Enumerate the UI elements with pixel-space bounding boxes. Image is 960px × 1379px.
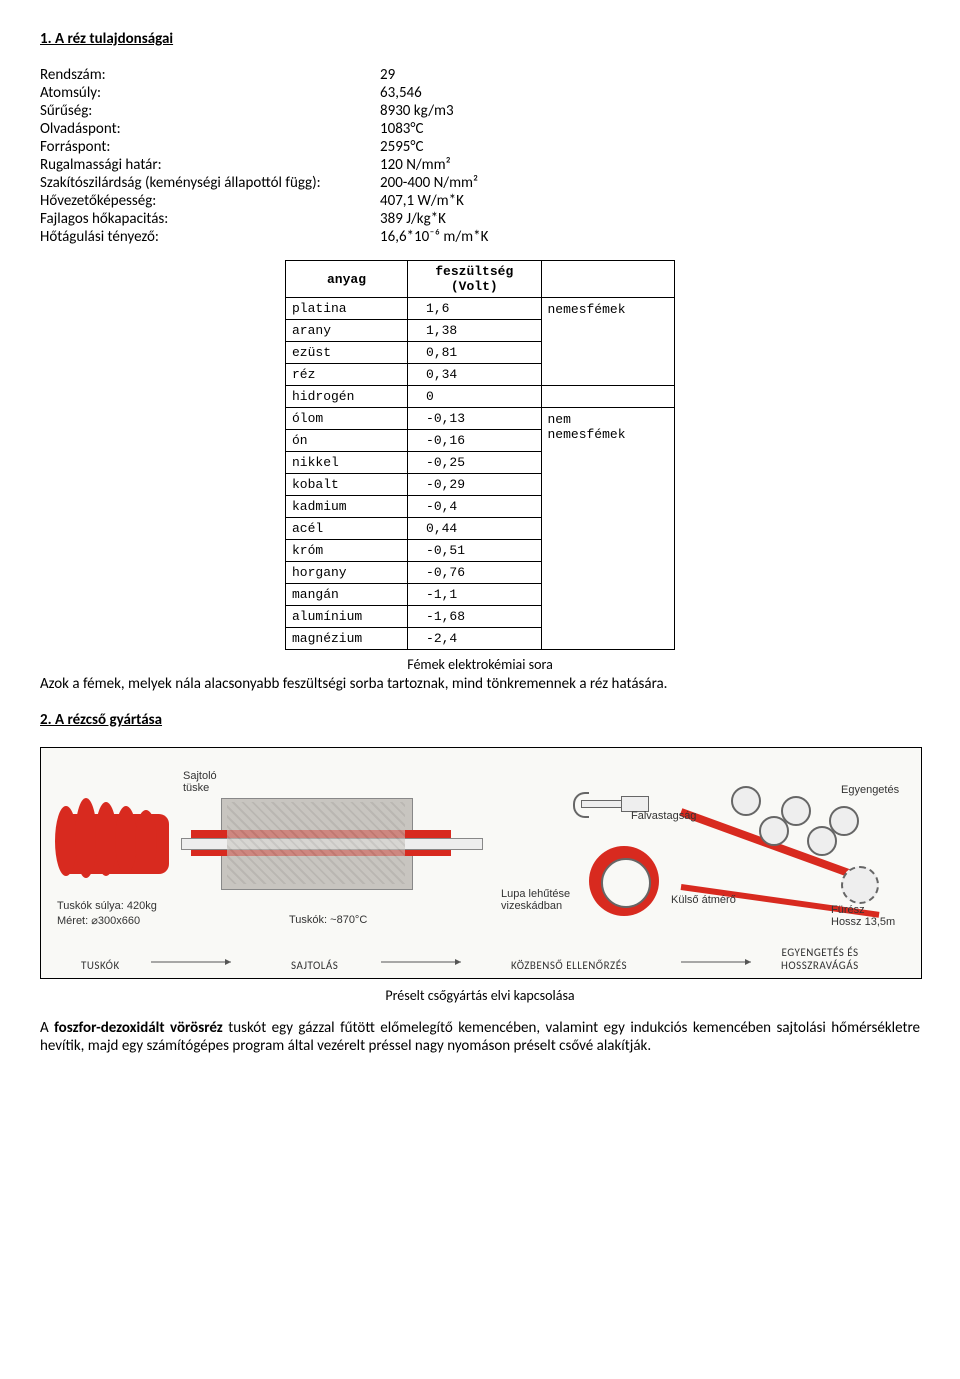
property-value: 389 J/kg*K	[380, 210, 446, 228]
material-cell: kobalt	[286, 474, 408, 496]
section1-title: 1. A réz tulajdonságai	[40, 30, 920, 48]
voltage-cell: -0,51	[408, 540, 541, 562]
property-label: Szakítószilárdság (keménységi állapottól…	[40, 174, 380, 192]
material-cell: magnézium	[286, 628, 408, 650]
material-cell: nikkel	[286, 452, 408, 474]
material-cell: horgany	[286, 562, 408, 584]
group-cell: nem nemesfémek	[541, 408, 675, 650]
manufacturing-diagram: Sajtoló tüske Tuskók súlya: 420kg Méret:…	[40, 747, 922, 979]
material-cell: kadmium	[286, 496, 408, 518]
voltage-cell: -2,4	[408, 628, 541, 650]
material-cell: króm	[286, 540, 408, 562]
table-row: hidrogén0	[286, 386, 675, 408]
section2-title: 2. A rézcső gyártása	[40, 711, 920, 729]
property-row: Atomsúly:63,546	[40, 84, 920, 102]
property-row: Fajlagos hőkapacitás:389 J/kg*K	[40, 210, 920, 228]
property-label: Hőtágulási tényező:	[40, 228, 380, 246]
voltage-cell: 1,38	[408, 320, 541, 342]
property-row: Forráspont:2595°C	[40, 138, 920, 156]
table-row: ólom-0,13nem nemesfémek	[286, 408, 675, 430]
voltage-table: anyagfeszültség (Volt)platina1,6nemesfém…	[285, 260, 675, 650]
group-cell: nemesfémek	[541, 298, 675, 386]
property-row: Olvadáspont:1083°C	[40, 120, 920, 138]
voltage-cell: -0,25	[408, 452, 541, 474]
voltage-cell: -1,1	[408, 584, 541, 606]
property-value: 120 N/mm²	[380, 156, 451, 174]
property-value: 1083°C	[380, 120, 424, 138]
property-value: 2595°C	[380, 138, 424, 156]
property-row: Sűrűség:8930 kg/m3	[40, 102, 920, 120]
property-value: 63,546	[380, 84, 422, 102]
material-cell: ezüst	[286, 342, 408, 364]
group-cell	[541, 386, 675, 408]
properties-table: Rendszám:29Atomsúly:63,546Sűrűség:8930 k…	[40, 66, 920, 246]
voltage-table-note: Azok a fémek, melyek nála alacsonyabb fe…	[40, 675, 920, 693]
material-cell: ólom	[286, 408, 408, 430]
property-row: Hőtágulási tényező:16,6*10⁻⁶ m/m*K	[40, 228, 920, 246]
para-bold: foszfor-dezoxidált vörösréz	[54, 1019, 223, 1037]
property-value: 16,6*10⁻⁶ m/m*K	[380, 228, 488, 246]
voltage-table-wrap: anyagfeszültség (Volt)platina1,6nemesfém…	[285, 260, 675, 650]
table-row: platina1,6nemesfémek	[286, 298, 675, 320]
voltage-cell: 0,34	[408, 364, 541, 386]
table-header: feszültség (Volt)	[408, 261, 541, 298]
section2-paragraph: A foszfor-dezoxidált vörösréz tuskót egy…	[40, 1019, 920, 1055]
property-value: 8930 kg/m3	[380, 102, 454, 120]
material-cell: ón	[286, 430, 408, 452]
material-cell: réz	[286, 364, 408, 386]
voltage-cell: -0,4	[408, 496, 541, 518]
diagram-caption: Préselt csőgyártás elvi kapcsolása	[40, 987, 920, 1004]
para-prefix: A	[40, 1019, 54, 1037]
property-value: 29	[380, 66, 395, 84]
voltage-cell: -0,16	[408, 430, 541, 452]
property-label: Forráspont:	[40, 138, 380, 156]
property-label: Hővezetőképesség:	[40, 192, 380, 210]
material-cell: alumínium	[286, 606, 408, 628]
material-cell: hidrogén	[286, 386, 408, 408]
voltage-cell: 0,44	[408, 518, 541, 540]
voltage-cell: 0,81	[408, 342, 541, 364]
property-row: Rendszám:29	[40, 66, 920, 84]
property-row: Rugalmassági határ:120 N/mm²	[40, 156, 920, 174]
property-row: Szakítószilárdság (keménységi állapottól…	[40, 174, 920, 192]
voltage-cell: -0,76	[408, 562, 541, 584]
property-label: Fajlagos hőkapacitás:	[40, 210, 380, 228]
material-cell: acél	[286, 518, 408, 540]
stage-arrows	[41, 748, 921, 978]
voltage-cell: 1,6	[408, 298, 541, 320]
voltage-cell: -0,29	[408, 474, 541, 496]
property-value: 200-400 N/mm²	[380, 174, 478, 192]
voltage-cell: 0	[408, 386, 541, 408]
voltage-cell: -1,68	[408, 606, 541, 628]
property-value: 407,1 W/m*K	[380, 192, 464, 210]
voltage-table-caption: Fémek elektrokémiai sora	[40, 656, 920, 673]
property-label: Atomsúly:	[40, 84, 380, 102]
material-cell: mangán	[286, 584, 408, 606]
table-header: anyag	[286, 261, 408, 298]
voltage-cell: -0,13	[408, 408, 541, 430]
material-cell: platina	[286, 298, 408, 320]
table-header	[541, 261, 675, 298]
property-row: Hővezetőképesség:407,1 W/m*K	[40, 192, 920, 210]
property-label: Rendszám:	[40, 66, 380, 84]
property-label: Rugalmassági határ:	[40, 156, 380, 174]
property-label: Olvadáspont:	[40, 120, 380, 138]
property-label: Sűrűség:	[40, 102, 380, 120]
material-cell: arany	[286, 320, 408, 342]
